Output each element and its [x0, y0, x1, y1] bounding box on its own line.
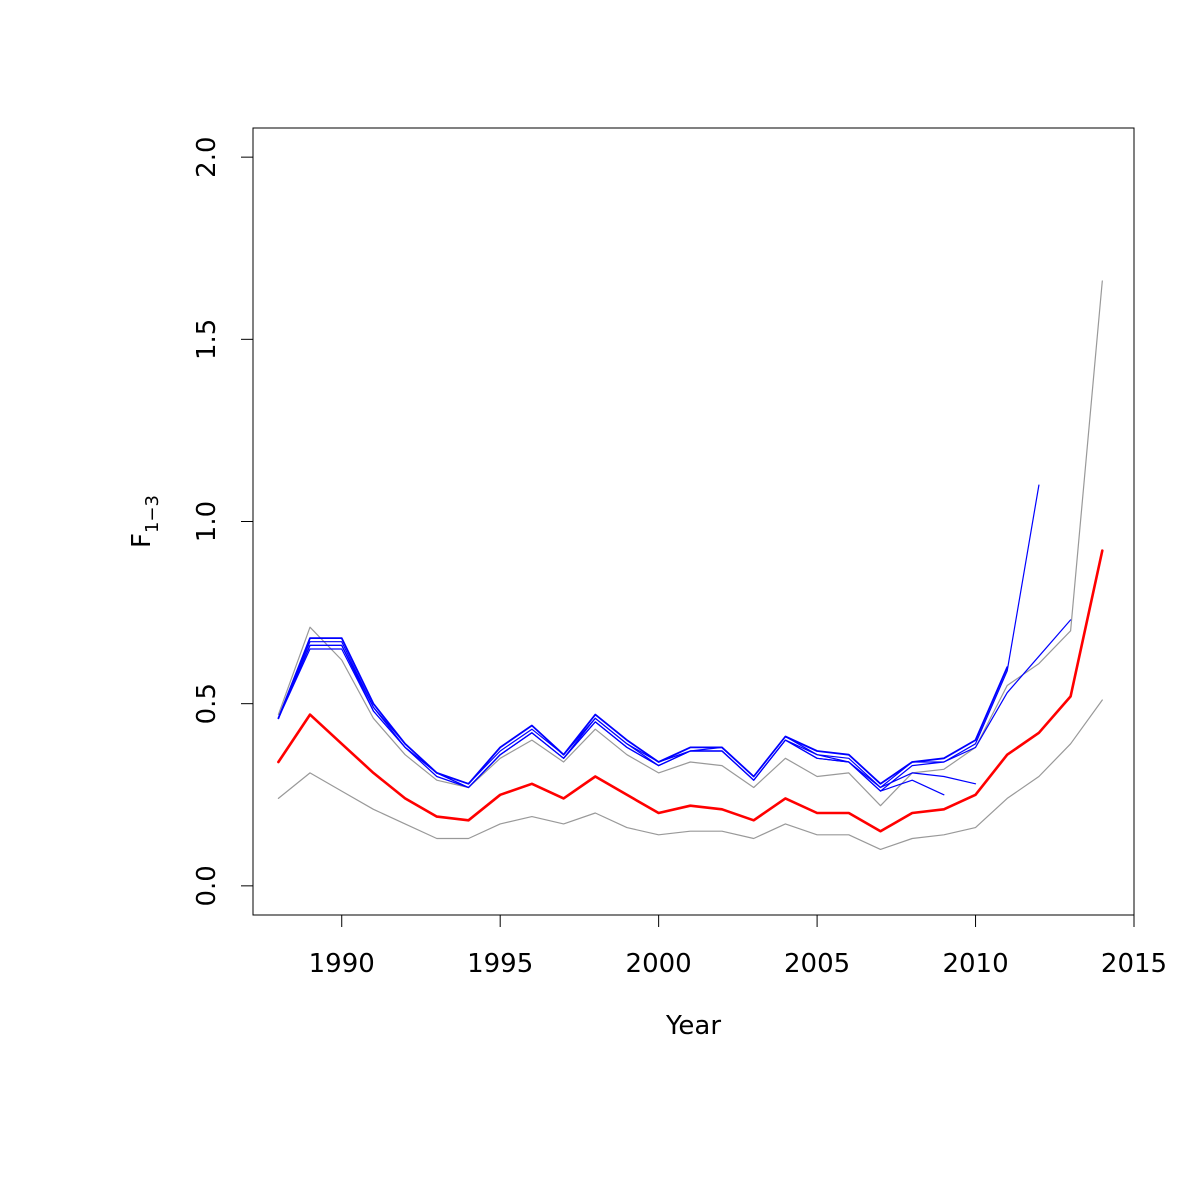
x-axis: 1990 1995 2000 2005 2010 2015 [309, 914, 1167, 979]
y-axis-title-subscript: 1−3 [142, 495, 163, 533]
series-line-retro [277, 619, 1072, 792]
y-tick-label: 2.0 [192, 136, 222, 177]
y-axis-title-main: F [127, 533, 157, 548]
y-tick-label: 0.5 [192, 683, 222, 724]
y-tick-label: 0.0 [192, 865, 222, 906]
y-tick-label: 1.5 [192, 319, 222, 360]
y-tick-label: 1.0 [192, 501, 222, 542]
series-line-ci-lower [277, 699, 1103, 851]
x-tick-label: 2015 [1101, 949, 1167, 979]
series-layer [277, 280, 1104, 851]
series-line-estimate [277, 549, 1104, 833]
x-tick-label: 2000 [626, 949, 692, 979]
series-line-retro [277, 637, 1009, 785]
x-tick-label: 1990 [309, 949, 375, 979]
x-tick-label: 2005 [784, 949, 850, 979]
x-tick-label: 2010 [942, 949, 1008, 979]
y-axis: 0.0 0.5 1.0 1.5 2.0 [192, 136, 254, 907]
x-tick-label: 1995 [467, 949, 533, 979]
y-axis-title: F1−3 [127, 495, 163, 548]
series-line-ci-upper [277, 280, 1103, 807]
x-axis-title: Year [665, 1011, 721, 1041]
